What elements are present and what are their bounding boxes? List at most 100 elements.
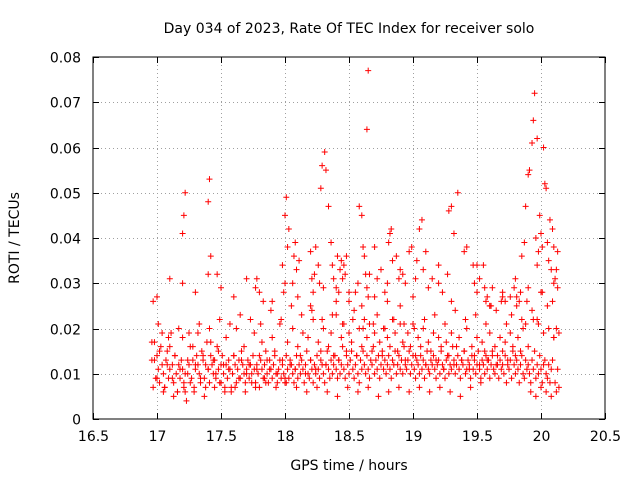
data-point bbox=[264, 370, 271, 377]
data-point bbox=[482, 298, 489, 305]
data-point bbox=[328, 239, 335, 246]
data-point bbox=[406, 248, 413, 255]
data-point bbox=[462, 316, 469, 323]
data-point bbox=[320, 284, 327, 291]
data-point bbox=[346, 330, 352, 337]
data-point bbox=[494, 361, 501, 368]
data-point bbox=[349, 316, 356, 323]
data-point bbox=[363, 126, 370, 133]
data-point bbox=[317, 185, 324, 192]
data-point bbox=[448, 366, 455, 373]
data-point bbox=[531, 348, 538, 355]
data-point bbox=[275, 366, 282, 373]
data-point bbox=[538, 384, 544, 391]
data-point bbox=[392, 330, 399, 337]
x-tick-label: 17.5 bbox=[206, 429, 237, 445]
data-point bbox=[178, 357, 185, 364]
data-point bbox=[235, 375, 242, 382]
data-point bbox=[340, 366, 347, 373]
data-point bbox=[289, 370, 296, 377]
data-point bbox=[395, 275, 402, 282]
data-point bbox=[166, 366, 173, 373]
data-point bbox=[284, 366, 291, 373]
data-point bbox=[397, 266, 404, 273]
data-point bbox=[458, 357, 465, 364]
data-point bbox=[378, 266, 384, 273]
data-point bbox=[443, 339, 450, 346]
data-point bbox=[338, 334, 345, 341]
data-point bbox=[233, 325, 240, 332]
data-point bbox=[307, 248, 314, 255]
data-point bbox=[415, 334, 422, 341]
data-point bbox=[363, 284, 370, 291]
data-point bbox=[529, 307, 536, 314]
data-point bbox=[399, 370, 406, 377]
data-point bbox=[338, 361, 345, 368]
data-point bbox=[280, 370, 287, 377]
data-point bbox=[271, 348, 278, 355]
data-point bbox=[315, 262, 322, 269]
data-point bbox=[308, 307, 315, 314]
data-point bbox=[348, 339, 355, 346]
data-point bbox=[215, 366, 222, 373]
data-point bbox=[481, 348, 488, 355]
data-point bbox=[354, 370, 361, 377]
data-point bbox=[467, 375, 474, 382]
data-point bbox=[305, 334, 312, 341]
data-point bbox=[426, 370, 433, 377]
data-point bbox=[522, 357, 529, 364]
data-point bbox=[412, 352, 419, 359]
data-point bbox=[447, 388, 454, 395]
data-point bbox=[540, 330, 547, 337]
data-point bbox=[171, 352, 178, 359]
data-point bbox=[445, 352, 452, 359]
data-point bbox=[294, 375, 301, 382]
data-point bbox=[543, 370, 550, 377]
data-point bbox=[155, 320, 162, 327]
data-point bbox=[389, 257, 396, 264]
data-point bbox=[431, 311, 438, 318]
data-point bbox=[189, 343, 196, 350]
data-point bbox=[257, 320, 264, 327]
data-point bbox=[188, 375, 195, 382]
data-point bbox=[308, 275, 315, 282]
data-point bbox=[177, 375, 184, 382]
data-point bbox=[321, 379, 328, 386]
data-point bbox=[541, 357, 548, 364]
data-point bbox=[512, 370, 519, 377]
data-point bbox=[532, 235, 539, 241]
data-point bbox=[499, 348, 506, 355]
data-point bbox=[322, 167, 329, 174]
data-point bbox=[150, 384, 157, 391]
data-point bbox=[351, 307, 358, 314]
data-point bbox=[360, 244, 367, 251]
data-point bbox=[481, 370, 488, 377]
data-point bbox=[282, 212, 288, 219]
data-point bbox=[196, 320, 203, 327]
data-point bbox=[444, 271, 451, 278]
data-point bbox=[374, 366, 381, 373]
data-point bbox=[381, 289, 388, 296]
data-point bbox=[346, 298, 352, 305]
data-point bbox=[448, 203, 455, 210]
data-point bbox=[408, 361, 415, 368]
data-point bbox=[471, 280, 478, 287]
data-point bbox=[367, 357, 374, 364]
data-point bbox=[411, 366, 418, 373]
data-point bbox=[523, 298, 530, 305]
data-point bbox=[500, 370, 507, 377]
data-point bbox=[252, 384, 259, 391]
grid-layer bbox=[93, 57, 605, 419]
data-point bbox=[378, 361, 384, 368]
data-point bbox=[162, 357, 169, 364]
data-point bbox=[439, 289, 446, 296]
data-point bbox=[312, 366, 319, 373]
data-point bbox=[230, 293, 237, 300]
data-point bbox=[538, 289, 544, 296]
data-point bbox=[399, 339, 406, 346]
data-point bbox=[290, 379, 297, 386]
data-point bbox=[530, 117, 537, 124]
data-point bbox=[459, 361, 466, 368]
data-point bbox=[257, 357, 264, 364]
data-point bbox=[475, 348, 482, 355]
